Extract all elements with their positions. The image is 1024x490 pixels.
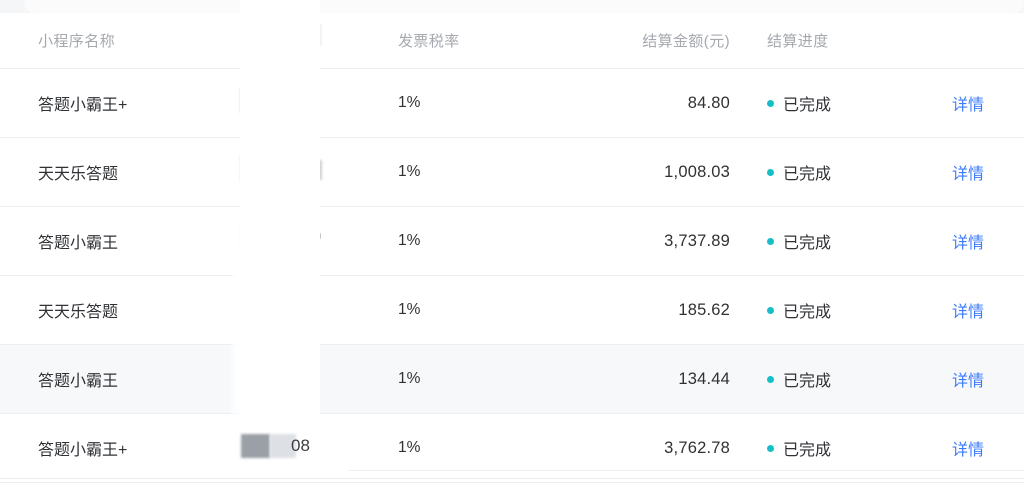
bottom-divider <box>0 478 1024 479</box>
redacted-glyph: 08 <box>291 436 310 455</box>
status-label: 已完成 <box>783 235 832 252</box>
status-label: 已完成 <box>783 373 832 390</box>
cell-tax-rate: 1% <box>398 232 421 249</box>
cell-action: 详情 <box>898 229 1024 253</box>
detail-link[interactable]: 详情 <box>951 442 984 459</box>
table-row[interactable]: 答题小霸王 1% 3,737.89 已完成 详情 <box>0 207 1024 276</box>
status-label: 已完成 <box>783 304 832 321</box>
cell-tax-rate: 1% <box>398 94 421 111</box>
cell-tax-rate: 1% <box>398 163 421 180</box>
cell-app-name: 答题小霸王+ <box>38 97 128 114</box>
cell-amount: 84.80 <box>687 93 730 112</box>
cell-progress: 已完成 <box>748 298 898 322</box>
cell-amount: 3,737.89 <box>664 231 730 250</box>
cell-tax-rate: 1% <box>398 370 421 387</box>
status-label: 已完成 <box>783 442 832 459</box>
table-row[interactable]: 天天乐答题 1% 185.62 已完成 详情 <box>0 276 1024 345</box>
detail-link[interactable]: 详情 <box>951 373 984 390</box>
detail-link[interactable]: 详情 <box>951 166 984 183</box>
settlement-table: 小程序名称 发票税率 结算金额(元) 结算进度 答题小霸王+ 1% 84.80 … <box>0 13 1024 483</box>
cell-app-name: 天天乐答题 <box>38 166 119 183</box>
cell-amount: 1,008.03 <box>664 162 730 181</box>
cell-progress: 已完成 <box>748 91 898 115</box>
cell-amount: 185.62 <box>678 300 730 319</box>
cell-amount: 3,762.78 <box>664 438 730 457</box>
detail-link[interactable]: 详情 <box>951 97 984 114</box>
cell-app-name: 答题小霸王+ <box>38 442 128 459</box>
cell-tax-rate: 1% <box>398 301 421 318</box>
status-label: 已完成 <box>783 97 832 114</box>
table-row[interactable]: 天天乐答题 1% 1,008.03 已完成 详情 <box>0 138 1024 207</box>
cell-progress: 已完成 <box>748 160 898 184</box>
cell-action: 详情 <box>898 367 1024 391</box>
column-header-progress: 结算进度 <box>767 33 829 50</box>
cell-app-name: 答题小霸王 <box>38 235 119 252</box>
cell-progress: 已完成 <box>748 436 898 460</box>
detail-link[interactable]: 详情 <box>951 304 984 321</box>
status-dot-icon <box>767 237 774 245</box>
column-header-amount: 结算金额(元) <box>642 33 730 50</box>
white-occlusion-panel-soft <box>232 255 310 415</box>
cell-tax-rate: 1% <box>398 439 421 456</box>
column-header-app-name: 小程序名称 <box>38 33 116 50</box>
status-dot-icon <box>767 444 774 452</box>
status-dot-icon <box>767 306 774 314</box>
table-row[interactable]: 答题小霸王+ 1% 3,762.78 已完成 详情 <box>0 414 1024 483</box>
table-row[interactable]: 答题小霸王+ 1% 84.80 已完成 详情 <box>0 69 1024 138</box>
bottom-divider-secondary <box>348 470 1024 471</box>
cell-app-name: 答题小霸王 <box>38 373 119 390</box>
status-dot-icon <box>767 99 774 107</box>
table-row[interactable]: 答题小霸王 1% 134.44 已完成 详情 <box>0 345 1024 414</box>
cell-action: 详情 <box>898 298 1024 322</box>
cell-progress: 已完成 <box>748 367 898 391</box>
cell-action: 详情 <box>898 160 1024 184</box>
cell-app-name: 天天乐答题 <box>38 304 119 321</box>
cell-action: 详情 <box>898 436 1024 460</box>
cell-action: 详情 <box>898 91 1024 115</box>
status-dot-icon <box>767 168 774 176</box>
cell-amount: 134.44 <box>678 369 730 388</box>
status-dot-icon <box>767 375 774 383</box>
card-top-edge <box>24 0 1024 13</box>
cell-progress: 已完成 <box>748 229 898 253</box>
mosaic-block <box>241 434 270 458</box>
column-header-tax-rate: 发票税率 <box>398 33 460 50</box>
detail-link[interactable]: 详情 <box>951 235 984 252</box>
status-label: 已完成 <box>783 166 832 183</box>
table-header-row: 小程序名称 发票税率 结算金额(元) 结算进度 <box>0 13 1024 69</box>
mosaic-block <box>270 434 296 458</box>
